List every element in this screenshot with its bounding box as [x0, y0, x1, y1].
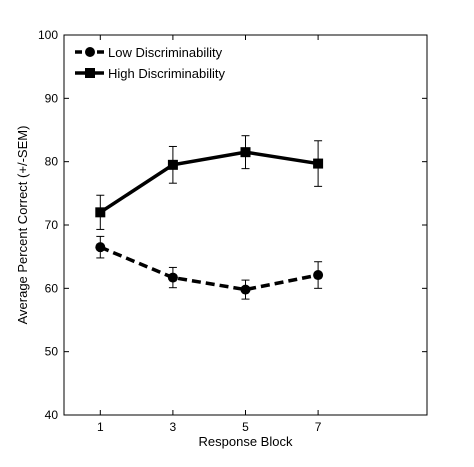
data-point [167, 272, 178, 283]
data-point [240, 147, 251, 158]
series-layer [95, 135, 324, 300]
y-axis: 40 50 60 70 80 90 100 [38, 28, 427, 422]
series-line [99, 150, 319, 214]
legend-marker [85, 47, 95, 57]
x-tick-label: 7 [315, 420, 322, 434]
data-point [313, 270, 324, 281]
data-point [95, 207, 106, 218]
y-tick-label: 60 [45, 281, 59, 295]
series-1 [95, 235, 324, 300]
y-tick-label: 70 [45, 218, 59, 232]
data-point [240, 284, 251, 295]
y-tick-label: 80 [45, 155, 59, 169]
data-point [95, 242, 106, 253]
x-tick-label: 1 [97, 420, 104, 434]
y-tick-label: 50 [45, 345, 59, 359]
plot-area-frame [63, 34, 428, 416]
data-point [313, 158, 324, 169]
y-tick-label: 100 [38, 28, 58, 42]
legend: Low Discriminability High Discriminabilit… [75, 45, 226, 81]
legend-label: Low Discriminability [108, 45, 223, 60]
x-tick-label: 3 [170, 420, 177, 434]
x-axis-label: Response Block [199, 434, 293, 449]
y-axis-label: Average Percent Correct (+/-SEM) [15, 126, 30, 325]
x-axis: 1 3 5 7 [97, 35, 322, 434]
x-tick-label: 5 [242, 420, 249, 434]
legend-marker [85, 68, 95, 78]
series-2 [95, 135, 324, 230]
y-tick-label: 40 [45, 408, 59, 422]
y-tick-label: 90 [45, 91, 59, 105]
series-line [99, 245, 319, 292]
data-point [167, 159, 178, 170]
legend-label: High Discriminability [108, 66, 226, 81]
